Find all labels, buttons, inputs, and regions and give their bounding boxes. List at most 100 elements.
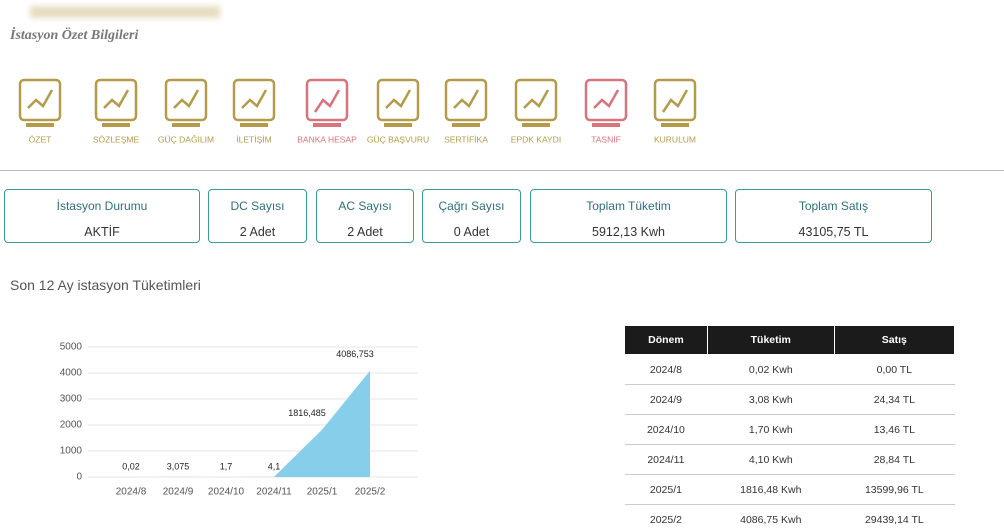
table-cell: 2025/1 [624,474,708,505]
card-label: AC Sayısı [338,199,392,213]
page-title: İstasyon Özet Bilgileri [10,28,139,43]
separator [0,170,1004,171]
icon-glyph [385,89,412,109]
card-value: 0 Adet [453,225,490,239]
icon-frame [514,78,558,122]
area [131,370,370,477]
icon-frame [444,78,488,122]
card-value: AKTİF [84,225,120,239]
icon-glyph [27,89,54,109]
table-cell: 2024/11 [624,444,708,475]
card-label: Toplam Satış [798,199,869,213]
icon-label: TASNİF [591,134,621,144]
icon-label: GÜÇ BAŞVURU [367,134,429,144]
icon-label: ÖZET [29,134,52,144]
table-cell: 1,70 Kwh [707,414,835,445]
y-tick-label: 4000 [60,368,83,379]
info-card: İstasyon Durumu AKTİF [4,189,200,243]
table-cell: 13599,96 TL [834,474,955,505]
icon-base [172,123,200,127]
table-row: 2025/1 1816,48 Kwh 13599,96 TL [624,474,955,505]
card-label: İstasyon Durumu [56,199,148,213]
info-card: AC Sayısı 2 Adet [316,189,414,243]
data-label: 4086,753 [336,349,374,359]
data-label: 1816,485 [288,408,326,418]
icon-glyph [241,89,268,109]
x-tick-label: 2024/11 [256,487,292,498]
icon-frame [653,78,697,122]
icon-button[interactable]: KURULUM [653,78,697,144]
table-row: 2024/11 4,10 Kwh 28,84 TL [624,444,955,475]
table-cell: 2024/9 [624,384,708,415]
icon-button[interactable]: SERTİFİKA [444,78,488,144]
y-tick-label: 2000 [60,420,83,431]
icon-base [240,123,268,127]
icon-label: EPDK KAYDI [511,134,561,144]
icon-button[interactable]: GÜÇ DAĞILIM [158,78,214,144]
y-tick-label: 5000 [60,342,83,353]
icon-glyph [313,89,341,113]
table-cell: 2024/10 [624,414,708,445]
table-cell: 28,84 TL [834,444,955,475]
blurred-header [30,6,220,18]
icon-label: SÖZLEŞME [93,134,140,144]
card-value: 5912,13 Kwh [592,225,665,239]
table-cell: 4,10 Kwh [707,444,835,475]
info-card: Çağrı Sayısı 0 Adet [422,189,521,243]
icon-button[interactable]: ÖZET [18,78,62,144]
data-label: 3,075 [167,461,190,471]
icon-base [522,123,550,127]
data-label: 0,02 [122,461,140,471]
icon-frame [305,78,349,122]
table-header: Tüketim [706,325,835,355]
icon-glyph [453,89,480,109]
x-tick-label: 2025/2 [355,487,386,498]
table-cell: 0,02 Kwh [707,354,835,385]
table-row: 2025/2 4086,75 Kwh 29439,14 TL [624,504,955,530]
icon-frame [164,78,208,122]
table-cell: 13,46 TL [834,414,955,445]
card-label: Çağrı Sayısı [438,199,505,213]
icon-frame [376,78,420,122]
table-row: 2024/8 0,02 Kwh 0,00 TL [624,354,955,385]
table: Dönem Tüketim Satış 2024/8 0,02 Kwh 0,00 TL 20… [624,325,956,530]
info-card: Toplam Tüketim 5912,13 Kwh [530,189,727,243]
icon-frame [94,78,138,122]
icon-glyph [103,89,130,109]
icon-button[interactable]: GÜÇ BAŞVURU [367,78,429,144]
icon-button[interactable]: TASNİF [584,78,628,144]
icon-button[interactable]: BANKA HESAP [297,78,357,144]
info-card: DC Sayısı 2 Adet [208,189,307,243]
data-label: 1,7 [220,461,233,471]
x-tick-label: 2025/1 [307,487,338,498]
info-card: Toplam Satış 43105,75 TL [735,189,932,243]
icon-bar: ÖZET SÖZLEŞME GÜÇ DAĞILIM İLETİŞİM BANKA HES… [18,78,697,144]
icon-base [452,123,480,127]
icon-button[interactable]: İLETİŞİM [232,78,276,144]
icon-label: İLETİŞİM [236,134,271,144]
table-header: Dönem [624,325,708,355]
x-tick-label: 2024/9 [163,487,194,498]
y-tick-label: 0 [76,472,82,483]
card-value: 43105,75 TL [798,225,869,239]
icon-label: SERTİFİKA [444,134,488,144]
icon-frame [18,78,62,122]
table-cell: 4086,75 Kwh [707,504,835,530]
icon-label: GÜÇ DAĞILIM [158,134,214,144]
icon-base [661,123,689,127]
icon-base [592,123,620,127]
icon-base [26,123,54,127]
table-cell: 2024/8 [624,354,708,385]
icon-button[interactable]: SÖZLEŞME [93,78,140,144]
y-tick-label: 1000 [60,446,83,457]
chart: 0 1000 2000 3000 4000 5000 2024/8 0,02 2024/9 3,0… [60,342,418,498]
table-cell: 24,34 TL [834,384,955,415]
x-tick-label: 2024/10 [208,487,245,498]
icon-base [102,123,130,127]
table-header: Satış [833,325,956,355]
icon-label: BANKA HESAP [297,134,357,144]
x-tick-label: 2024/8 [116,487,147,498]
card-value: 2 Adet [239,225,276,239]
icon-button[interactable]: EPDK KAYDI [511,78,561,144]
icon-label: KURULUM [654,134,696,144]
